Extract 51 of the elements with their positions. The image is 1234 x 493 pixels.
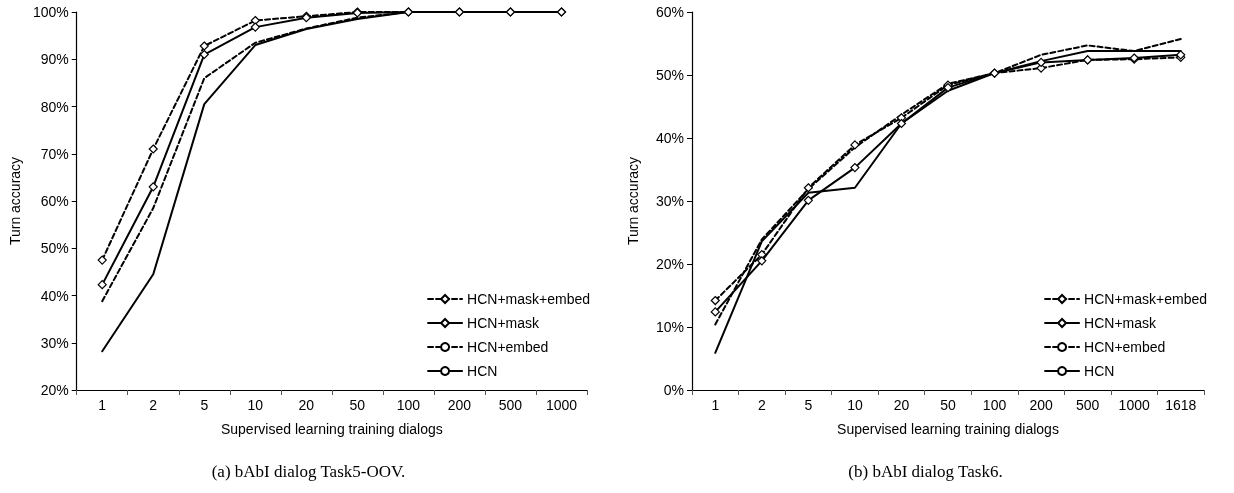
x-tick-label: 50 xyxy=(940,397,956,413)
y-tick-label: 30% xyxy=(40,334,69,351)
y-axis-title: Turn accuracy xyxy=(7,156,23,246)
y-tick-label: 60% xyxy=(40,193,69,209)
x-tick-label: 100 xyxy=(396,397,421,413)
x-tick-label: 1000 xyxy=(545,397,578,413)
x-tick-label: 1618 xyxy=(1165,397,1197,413)
y-tick-label: 50% xyxy=(655,67,684,83)
y-tick-label: 20% xyxy=(40,382,69,398)
x-tick-label: 5 xyxy=(804,397,813,413)
y-tick-label: 40% xyxy=(655,130,684,146)
x-axis-title: Supervised learning training dialogs xyxy=(220,421,443,437)
x-tick-label: 100 xyxy=(982,397,1007,413)
x-tick-label: 10 xyxy=(847,397,863,413)
y-tick-label: 20% xyxy=(655,256,684,272)
legend-label: HCN+mask xyxy=(1084,315,1158,331)
y-tick-label: 50% xyxy=(40,240,69,257)
x-axis-title: Supervised learning training dialogs xyxy=(837,421,1059,437)
x-tick-label: 1000 xyxy=(1118,397,1150,413)
x-tick-label: 1 xyxy=(98,397,107,413)
x-tick-label: 5 xyxy=(200,397,209,413)
x-tick-label: 10 xyxy=(247,397,264,413)
legend-label: HCN+mask+embed xyxy=(467,291,590,307)
x-tick-label: 2 xyxy=(149,397,158,413)
x-tick-label: 500 xyxy=(1075,397,1100,413)
y-tick-label: 40% xyxy=(40,287,69,304)
y-tick-label: 70% xyxy=(40,145,69,162)
y-tick-label: 60% xyxy=(655,4,684,20)
y-tick-label: 90% xyxy=(40,51,69,68)
x-tick-label: 500 xyxy=(498,397,523,413)
y-tick-label: 10% xyxy=(655,319,684,335)
y-axis-title: Turn accuracy xyxy=(625,156,641,246)
legend-label: HCN+mask+embed xyxy=(1084,291,1207,307)
legend-label: HCN+embed xyxy=(1084,339,1166,355)
x-tick-label: 200 xyxy=(447,397,472,413)
legend-label: HCN+mask xyxy=(467,315,541,331)
legend-label: HCN xyxy=(1084,363,1115,379)
text: (a) bAbI dialog Task5-OOV. xyxy=(211,462,406,481)
legend-label: HCN+embed xyxy=(467,339,549,355)
y-tick-label: 80% xyxy=(40,98,69,115)
y-tick-label: 0% xyxy=(663,382,684,398)
x-tick-label: 50 xyxy=(349,397,366,413)
legend-label: HCN xyxy=(467,363,498,379)
text: (b) bAbI dialog Task6. xyxy=(848,462,1003,481)
x-tick-label: 1 xyxy=(711,397,720,413)
x-tick-label: 20 xyxy=(298,397,315,413)
y-tick-label: 100% xyxy=(32,4,69,20)
x-tick-label: 2 xyxy=(757,397,766,413)
x-tick-label: 200 xyxy=(1029,397,1053,413)
y-tick-label: 30% xyxy=(655,193,684,209)
x-tick-label: 20 xyxy=(893,397,910,413)
